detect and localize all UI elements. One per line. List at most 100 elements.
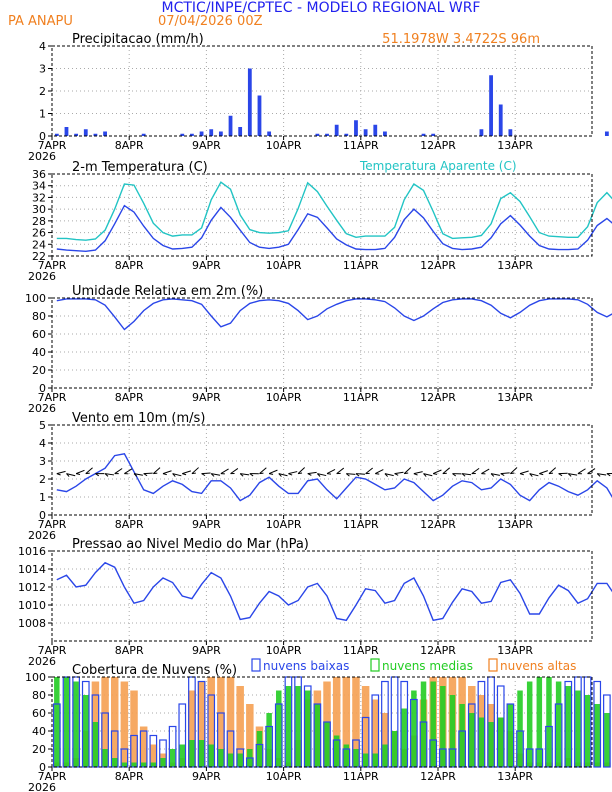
cloud-low-bar (323, 721, 331, 768)
wind-arrow (133, 473, 143, 476)
cloud-mid-bar (92, 722, 99, 767)
cloud-mid-bar (140, 762, 147, 767)
cloud-high-bar (361, 686, 370, 767)
cloud-high-bar (188, 690, 196, 767)
cloud-mid-bar (256, 731, 263, 767)
y-tick-label: 100 (25, 671, 46, 684)
precip-bar (344, 133, 349, 136)
cloud-low-bar (139, 730, 148, 768)
cloud-low-bar (593, 680, 602, 768)
precip-bar (190, 133, 194, 136)
cloud-mid-bar (314, 704, 321, 767)
precip-bar (479, 129, 484, 136)
y-tick-label: 1 (39, 491, 46, 504)
cloud-mid-bar (179, 744, 186, 767)
y-tick-label: 80 (32, 689, 46, 702)
panel-frame (51, 297, 593, 389)
cloud-mid-bar (401, 708, 407, 767)
y-tick-label: 0 (39, 130, 46, 143)
x-year-label: 2026 (28, 270, 56, 283)
cloud-high-bar (352, 677, 360, 767)
panel-title: Vento em 10m (m/s) (72, 411, 205, 426)
wind-arrow-head (201, 473, 206, 477)
station-name: PA ANAPU (8, 14, 73, 29)
wind-arrow (201, 472, 211, 475)
wind-arrow (568, 473, 578, 476)
y-tick-label: 1 (39, 108, 46, 121)
precip-bar (199, 131, 204, 136)
wind-arrow-head (143, 473, 148, 477)
wind-arrow (114, 468, 123, 475)
cloud-mid-bar (266, 713, 272, 767)
wind-arrow-head (95, 473, 100, 477)
cloud-mid-bar (189, 740, 195, 767)
wind-arrow (500, 472, 510, 475)
series-line-2-m-temperatura (56, 204, 612, 253)
cloud-low-bar (313, 703, 322, 768)
y-tick-label: 28 (32, 215, 46, 228)
wind-arrow-head (56, 473, 61, 476)
y-tick-label: 40 (32, 725, 46, 738)
x-tick-label: 8APR (115, 644, 144, 657)
x-year-label: 2026 (28, 655, 56, 668)
legend-temperatura-aparente: Temperatura Aparente (C) (359, 159, 517, 173)
wind-arrow (307, 471, 317, 475)
wind-arrow (317, 473, 327, 477)
y-tick-label: 60 (32, 707, 46, 720)
wind-arrow (490, 473, 501, 476)
cloud-high-bar (197, 681, 206, 767)
wind-arrow (471, 467, 480, 475)
x-tick-label: 8APR (115, 391, 144, 404)
wind-arrow (394, 471, 404, 475)
cloud-high-bar (101, 677, 109, 767)
cloud-mid-bar (469, 713, 475, 767)
x-tick-label: 7APR (38, 644, 67, 657)
cloud-mid-bar (604, 713, 610, 767)
x-tick-label: 11APR (343, 518, 379, 531)
y-tick-label: 20 (32, 743, 46, 756)
panel-frame (51, 550, 593, 642)
panel-4: 0 1 2 3 4 5 7APR 8APR 9APR 10APR 11APR 12APR 13APR 20… (28, 411, 612, 542)
y-tick-label: 4 (39, 40, 46, 53)
wind-arrow (346, 473, 356, 475)
cloud-low-bar (603, 694, 611, 768)
wind-arrow-head (317, 473, 321, 477)
wind-arrow-head (278, 473, 282, 477)
cloud-mid-bar (131, 762, 137, 767)
y-tick-label: 2 (39, 473, 46, 486)
wind-arrow (529, 473, 539, 477)
wind-arrow-head (558, 473, 563, 477)
cloud-mid-bar (198, 740, 205, 767)
cloud-high-bar (130, 690, 138, 767)
x-tick-label: 8APR (115, 139, 144, 152)
cloud-high-bar (371, 699, 380, 767)
cloud-mid-bar (208, 744, 214, 767)
wind-arrow-head (490, 473, 495, 477)
cloud-low-bar (448, 748, 457, 768)
cloud-mid-bar (517, 690, 523, 767)
x-tick-label: 10APR (266, 644, 302, 657)
cloud-mid-bar (440, 686, 446, 767)
wind-arrow (66, 473, 76, 477)
cloud-mid-bar (276, 690, 282, 767)
x-year-label: 2026 (28, 150, 56, 163)
wind-arrow-head (355, 473, 360, 477)
cloud-low-bar (303, 685, 312, 768)
y-tick-label: 34 (32, 180, 46, 193)
wind-arrow (548, 467, 557, 474)
cloud-mid-bar (111, 758, 118, 767)
cloud-low-bar (168, 725, 177, 768)
precip-bar (64, 127, 69, 136)
x-tick-label: 10APR (266, 770, 302, 783)
wind-arrow (85, 467, 93, 474)
y-tick-label: 80 (32, 310, 46, 323)
precip-bar (83, 129, 88, 136)
cloud-mid-bar (497, 717, 504, 767)
precip-bar (315, 133, 320, 136)
precip-bar (354, 120, 358, 136)
cloud-mid-bar (430, 681, 436, 767)
wind-arrow (442, 467, 451, 474)
cloud-high-bar (342, 677, 351, 767)
